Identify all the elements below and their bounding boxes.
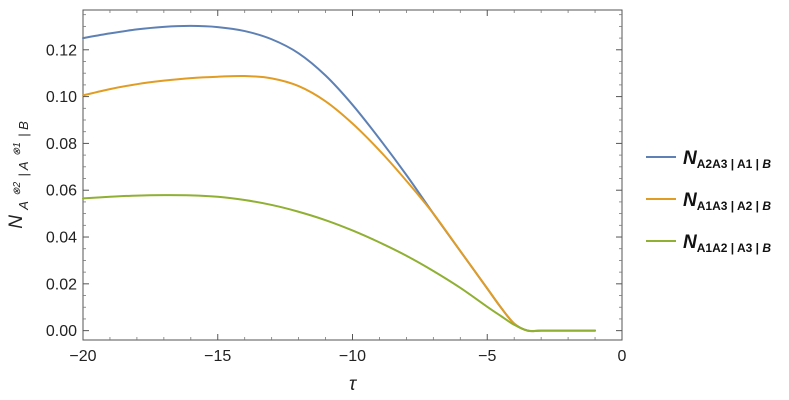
- series-line-1: [82, 24, 597, 333]
- x-tick-label: 0: [618, 348, 627, 365]
- series-layer: [82, 24, 597, 333]
- legend-label: NA2A3 | A1 | B: [683, 148, 771, 171]
- svg-text:N A ⊗2 | A: N A ⊗2 | A ⊗1 | B: [4, 121, 33, 229]
- legend-item-1: NA2A3 | A1 | B: [646, 148, 771, 171]
- legend-label: NA1A3 | A2 | B: [683, 190, 771, 213]
- legend-item-3: NA1A2 | A3 | B: [646, 232, 771, 255]
- x-axis-label: τ: [349, 374, 358, 395]
- y-axis-label-sup2: ⊗1: [12, 142, 23, 156]
- series-line-3: [82, 194, 597, 333]
- y-axis-ticks: 0.00 0.02 0.04 0.06 0.08 0.10 0.12: [46, 14, 622, 340]
- x-tick-label: −15: [204, 348, 231, 365]
- x-tick-label: −20: [69, 348, 96, 365]
- y-tick-label: 0.02: [46, 276, 77, 293]
- y-axis-label-mid: | A: [16, 161, 31, 176]
- legend-label: NA1A2 | A3 | B: [683, 232, 771, 255]
- legend-item-2: NA1A3 | A2 | B: [646, 190, 771, 213]
- y-axis-label-sup1: ⊗2: [12, 181, 23, 195]
- y-tick-label: 0.08: [46, 136, 77, 153]
- y-tick-label: 0.12: [46, 42, 77, 59]
- x-tick-label: −10: [339, 348, 366, 365]
- y-tick-label: 0.00: [46, 323, 77, 340]
- y-axis-label-main: N: [6, 215, 27, 229]
- y-tick-label: 0.06: [46, 183, 77, 200]
- x-axis-ticks: −20 −15 −10 −5 0: [69, 10, 627, 365]
- y-axis-label-end: | B: [16, 121, 31, 137]
- legend: NA2A3 | A1 | B NA1A3 | A2 | B NA1A2 | A3 |…: [646, 148, 771, 255]
- y-tick-label: 0.10: [46, 89, 77, 106]
- y-axis-label: N A ⊗2 | A ⊗1 | B: [4, 121, 33, 229]
- plot-frame: [82, 9, 623, 341]
- y-axis-label-sub: A: [16, 201, 31, 211]
- x-tick-label: −5: [478, 348, 496, 365]
- y-tick-label: 0.04: [46, 230, 77, 247]
- series-line-2: [82, 74, 597, 333]
- plot-border: [82, 9, 623, 341]
